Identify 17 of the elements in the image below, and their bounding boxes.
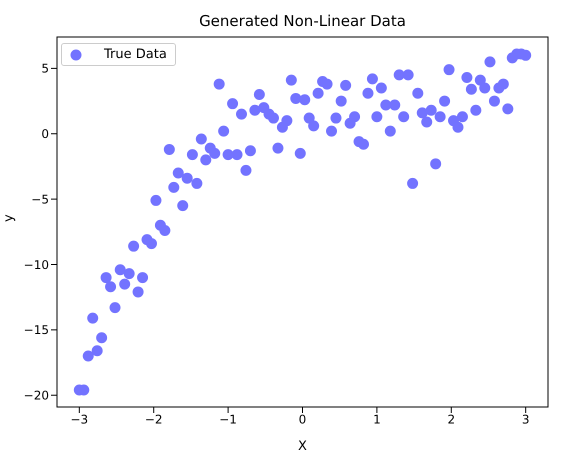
x-tick-label: 0 <box>298 412 306 427</box>
y-axis-title: y <box>2 214 17 222</box>
x-tick-label: 2 <box>447 412 456 427</box>
x-tick-label: −1 <box>219 412 237 427</box>
y-tick-label: −10 <box>24 258 49 272</box>
x-axis-title: X <box>298 439 308 454</box>
y-tick-label: −5 <box>31 192 49 206</box>
y-tick-label: 0 <box>41 127 49 142</box>
x-tick-label: −2 <box>144 412 163 427</box>
x-tick-label: −3 <box>70 412 88 427</box>
chart-title: Generated Non-Linear Data <box>198 12 407 30</box>
y-tick-label: 5 <box>41 62 49 76</box>
y-tick-label: −20 <box>24 388 49 402</box>
x-tick-label: 3 <box>522 412 530 427</box>
legend-label: True Data <box>104 47 167 62</box>
x-tick-label: 1 <box>373 412 381 427</box>
y-tick-label: −15 <box>24 323 49 338</box>
